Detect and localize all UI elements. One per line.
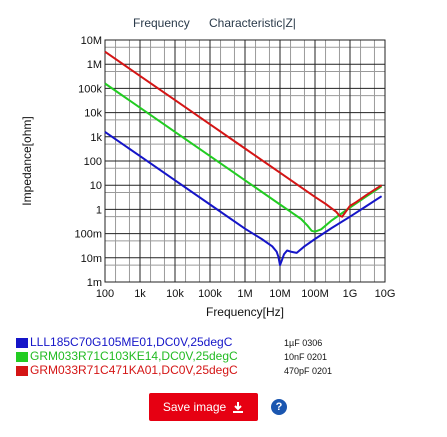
y-tick-label: 1m (87, 277, 102, 289)
y-tick-label: 10 (90, 180, 102, 192)
x-tick-label: 1k (134, 288, 146, 300)
legend-label-3: GRM033R71C471KA01,DC0V,25degC (30, 363, 238, 377)
x-tick-label: 10M (269, 288, 290, 300)
chart-title-characteristic: Characteristic|Z| (209, 16, 296, 30)
help-icon[interactable]: ? (271, 399, 287, 415)
chart-title-frequency: Frequency (133, 16, 190, 30)
legend-swatch-2 (16, 352, 28, 362)
x-tick-labels: 100 1k 10k 100k 1M 10M 100M 1G 10G (96, 288, 396, 300)
x-axis-label: Frequency[Hz] (206, 305, 284, 319)
x-tick-label: 1G (343, 288, 358, 300)
legend-swatch-3 (16, 366, 28, 376)
save-image-label: Save image (162, 400, 227, 414)
y-tick-label: 1k (90, 132, 102, 144)
y-tick-labels: 10M 1M 100k 10k 1k 100 10 1 100m 10m 1m (74, 35, 102, 289)
x-tick-label: 100 (96, 288, 114, 300)
series-layer (104, 50, 383, 267)
y-axis-label: Impedance[ohm] (20, 116, 34, 205)
grid-major (104, 39, 386, 283)
save-image-button[interactable]: Save image (149, 393, 258, 421)
download-icon (233, 402, 244, 413)
legend-note-1: 1µF 0306 (284, 338, 323, 348)
x-tick-label: 100k (198, 288, 222, 300)
series-line-2 (104, 82, 383, 233)
legend-label-1: LLL185C70G105ME01,DC0V,25degC (30, 335, 233, 349)
y-tick-label: 10m (81, 253, 102, 265)
series-line-3 (104, 50, 383, 218)
y-tick-label: 100k (78, 83, 102, 95)
x-tick-label: 10k (166, 288, 184, 300)
x-tick-label: 100M (301, 288, 329, 300)
y-tick-label: 100 (84, 156, 102, 168)
y-tick-label: 10M (81, 35, 102, 47)
legend-note-2: 10nF 0201 (284, 352, 328, 362)
legend-note-3: 470pF 0201 (284, 366, 333, 376)
legend-swatch-1 (16, 338, 28, 348)
x-tick-label: 10G (375, 288, 396, 300)
series-line-1 (104, 131, 383, 267)
y-tick-label: 1M (87, 59, 102, 71)
y-tick-label: 1 (96, 204, 102, 216)
x-tick-label: 1M (237, 288, 252, 300)
y-tick-label: 100m (74, 229, 102, 241)
y-tick-label: 10k (84, 108, 102, 120)
legend-label-2: GRM033R71C103KE14,DC0V,25degC (30, 349, 238, 363)
